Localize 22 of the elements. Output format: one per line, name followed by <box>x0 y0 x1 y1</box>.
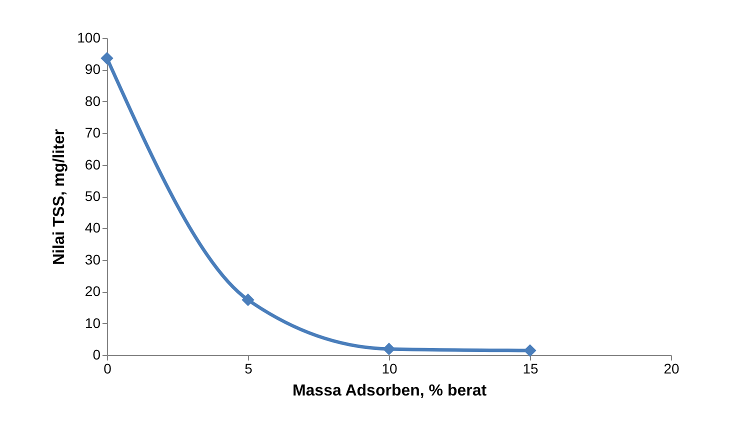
x-tick-label: 0 <box>104 360 112 376</box>
y-axis-title: Nilai TSS, mg/liter <box>51 128 68 266</box>
y-tick-label: 90 <box>84 61 101 78</box>
point <box>100 52 114 65</box>
point <box>242 294 254 306</box>
x-tick-label: 10 <box>382 360 398 376</box>
y-tick-label: 80 <box>84 92 101 109</box>
x-axis-title: Massa Adsorben, % berat <box>292 382 488 400</box>
y-tick-label: 70 <box>84 124 101 141</box>
x-tick-label: 20 <box>664 360 680 376</box>
y-tick-label: 50 <box>84 188 101 204</box>
y-tick-label: 0 <box>92 346 101 362</box>
x-tick-label: 5 <box>244 360 253 376</box>
y-tick-label: 60 <box>84 156 101 172</box>
y-tick-label: 100 <box>77 30 101 46</box>
y-tick-label: 40 <box>84 220 101 236</box>
point <box>524 344 536 357</box>
y-tick-label: 20 <box>84 283 101 300</box>
point <box>382 342 396 356</box>
y-tick-label: 10 <box>84 314 101 331</box>
x-tick-label: 15 <box>522 360 538 376</box>
y-tick-label: 30 <box>84 251 101 268</box>
